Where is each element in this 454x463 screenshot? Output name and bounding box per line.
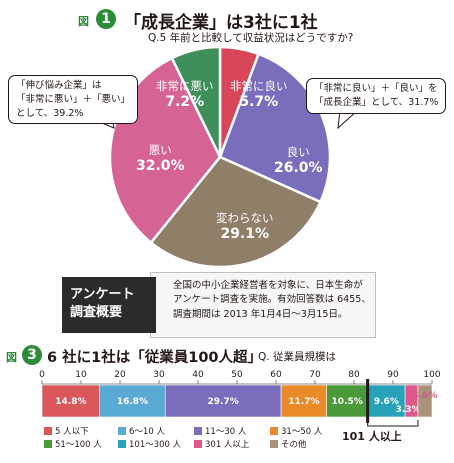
callout-right-line-1: 「非常に良い」＋「良い」を	[314, 83, 438, 94]
legend-item-7: その他	[270, 438, 307, 450]
legend-swatch-0	[44, 427, 52, 435]
revenue-pie-chart	[91, 45, 360, 269]
bar-segment-label-7: 3.6%	[412, 391, 437, 401]
figure-3-number-badge: 3	[22, 345, 42, 365]
slice-name-very-bad: 非常に悪い	[156, 79, 214, 93]
survey-line-3: 調査期間は 2013 年1月4日〜3月15日。	[173, 308, 348, 320]
pie-slice-2	[149, 155, 323, 269]
bar-segment-label-0: 14.8%	[55, 397, 86, 407]
slice-label-very-bad: 非常に悪い 7.2%	[156, 79, 214, 111]
slice-name-bad: 悪い	[148, 143, 172, 157]
figure-3-title: 6 社に1社は「従業員100人超」	[47, 350, 262, 366]
legend-label-3: 31〜50 人	[281, 427, 323, 437]
legend-label-7: その他	[281, 440, 307, 450]
over-101-label: 101 人以上	[342, 430, 402, 443]
slice-value-very-bad: 7.2%	[165, 93, 205, 110]
figure-3-tag: 図	[6, 351, 17, 364]
legend-item-1: 6〜10 人	[118, 425, 165, 437]
bar-tick-label-9: 90	[387, 370, 399, 380]
slice-name-good: 良い	[286, 145, 310, 159]
slice-label-unchanged: 変わらない 29.1%	[216, 211, 274, 243]
slice-label-good: 良い 26.0%	[274, 145, 323, 177]
bar-segment-label-4: 10.5%	[332, 397, 363, 407]
legend-swatch-2	[194, 427, 202, 435]
survey-line-1: 全国の中小企業経営者を対象に、日本生命が	[173, 280, 363, 291]
bar-bracket-101	[367, 420, 419, 427]
legend-label-4: 51〜100 人	[55, 440, 102, 450]
figure-1-subtitle: Q.5 年前と比較して収益状況はどうですか?	[148, 32, 354, 44]
legend-label-1: 6〜10 人	[129, 427, 165, 437]
figure-1-tag: 図	[78, 15, 89, 28]
employee-size-stacked-bar: 0 10 20 30 40 50 60 70 80 90 100 14.8% 16.8% 29.7% 11.…	[39, 370, 441, 427]
bar-tick-label-4: 40	[192, 370, 204, 380]
slice-name-unchanged: 変わらない	[216, 211, 274, 225]
callout-growth-companies: 「非常に良い」＋「良い」を 「成長企業」として、31.7%	[306, 78, 447, 114]
legend-swatch-6	[194, 440, 202, 448]
bar-tick-label-6: 60	[270, 370, 282, 380]
legend-label-5: 101〜300 人	[129, 440, 182, 450]
legend-swatch-5	[118, 440, 126, 448]
survey-overview-text: 全国の中小企業経営者を対象に、日本生命が アンケート調査を実施。有効回答数は 6…	[150, 272, 376, 338]
figure-1-title: 「成長企業」は3社に1社	[124, 13, 318, 33]
bar-tick-label-10: 100	[423, 370, 440, 380]
survey-label-line-2: 調査概要	[70, 304, 123, 320]
bar-segment-label-6: 3.3%	[396, 405, 421, 415]
bar-segment-0	[41, 384, 101, 418]
survey-line-2: アンケート調査を実施。有効回答数は 6455、	[173, 294, 371, 306]
bar-segment-2	[164, 384, 282, 418]
legend-label-0: 5 人以下	[55, 427, 89, 437]
bar-segment-label-1: 16.8%	[117, 397, 148, 407]
slice-value-very-good: 5.7%	[239, 93, 279, 110]
legend-item-4: 51〜100 人	[44, 438, 102, 450]
survey-overview-label: アンケート 調査概要	[62, 277, 156, 333]
callout-stagnant-companies: 「伸び悩み企業」は 「非常に悪い」＋「悪い」 として、39.2%	[8, 75, 139, 125]
legend-item-0: 5 人以下	[44, 425, 89, 437]
slice-value-unchanged: 29.1%	[220, 225, 270, 242]
slice-label-very-good: 非常に良い 5.7%	[230, 79, 288, 111]
bar-segment-label-2: 29.7%	[208, 397, 239, 407]
callout-right-line-2: 「成長企業」として、31.7%	[314, 96, 439, 108]
legend-item-2: 11〜30 人	[194, 425, 246, 437]
slice-label-bad: 悪い 32.0%	[136, 143, 185, 175]
bar-segment-label-5: 9.6%	[374, 397, 399, 407]
bar-tick-label-7: 70	[309, 370, 321, 380]
callout-left-line-3: として、39.2%	[16, 107, 84, 119]
legend-item-6: 301 人以上	[194, 438, 249, 450]
bar-tick-label-8: 80	[348, 370, 360, 380]
pie-slice-1	[218, 52, 332, 204]
bar-tick-label-0: 0	[39, 370, 45, 380]
slice-value-good: 26.0%	[274, 159, 323, 176]
pie-slice-4	[170, 45, 222, 158]
bar-segment-1	[99, 384, 166, 418]
bar-tick-label-3: 30	[153, 370, 165, 380]
legend-swatch-1	[118, 427, 126, 435]
bar-segment-7	[417, 384, 433, 418]
figure-1-number-badge: 1	[96, 9, 116, 29]
legend-label-2: 11〜30 人	[205, 427, 247, 437]
bar-tick-label-1: 10	[75, 370, 87, 380]
callout-left-line-1: 「伸び悩み企業」は	[16, 80, 102, 91]
callout-left-line-2: 「非常に悪い」＋「悪い」	[16, 93, 131, 105]
bar-segment-3	[280, 384, 328, 418]
legend-item-5: 101〜300 人	[118, 438, 181, 450]
figure-3-subtitle: Q. 従業員規模は	[258, 351, 336, 363]
legend-item-3: 31〜50 人	[270, 425, 322, 437]
slice-name-very-good: 非常に良い	[230, 79, 288, 93]
bar-tick-label-5: 50	[231, 370, 243, 380]
legend-swatch-4	[44, 440, 52, 448]
legend-swatch-3	[270, 427, 278, 435]
survey-label-line-1: アンケート	[70, 287, 135, 302]
legend-swatch-7	[270, 440, 278, 448]
bar-tick-label-2: 20	[114, 370, 126, 380]
slice-value-bad: 32.0%	[136, 157, 185, 174]
bar-segment-label-3: 11.7%	[288, 397, 319, 407]
legend-label-6: 301 人以上	[205, 440, 250, 450]
bar-segment-4	[326, 384, 368, 418]
